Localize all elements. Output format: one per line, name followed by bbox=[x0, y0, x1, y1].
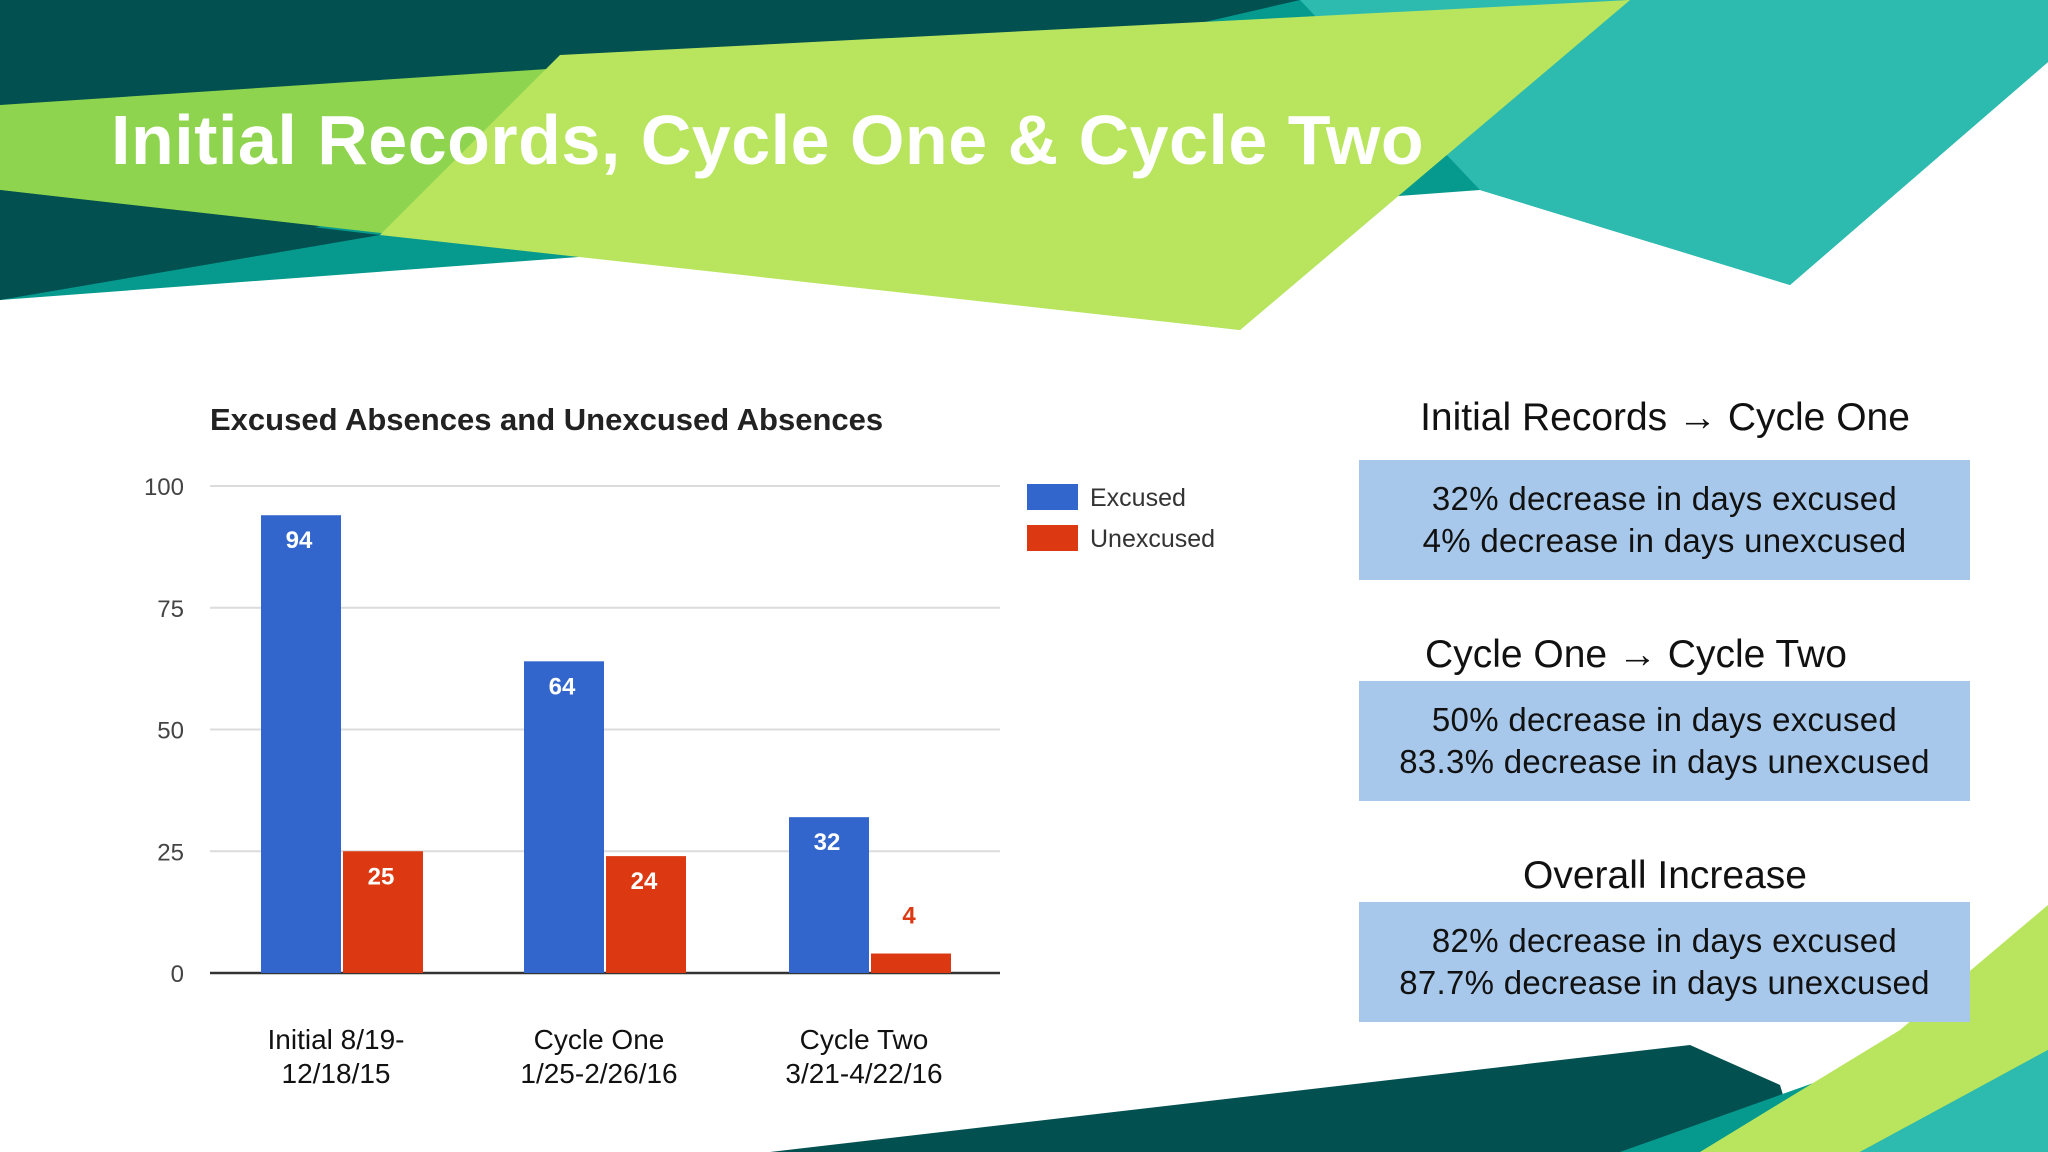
comparison-line: 32% decrease in days excused bbox=[1431, 480, 1898, 517]
y-tick-label: 75 bbox=[157, 596, 184, 623]
y-tick-label: 0 bbox=[171, 961, 184, 988]
comparison-box-overall: 82% decrease in days excused 87.7% decre… bbox=[1359, 902, 1970, 1022]
bottom-dark-teal-shape bbox=[770, 1045, 1800, 1152]
legend-label: Unexcused bbox=[1090, 525, 1215, 553]
comparison-line: 83.3% decrease in days unexcused bbox=[1399, 743, 1930, 780]
y-tick-label: 50 bbox=[157, 718, 184, 745]
y-tick-label: 100 bbox=[144, 474, 184, 501]
x-category-label: Initial 8/19- bbox=[268, 1024, 405, 1055]
slide-title: Initial Records, Cycle One & Cycle Two bbox=[111, 101, 1425, 179]
bar-excused bbox=[524, 661, 604, 973]
bottom-lime-shape bbox=[1700, 905, 2048, 1152]
bar-unexcused bbox=[871, 953, 951, 973]
data-label: 24 bbox=[631, 868, 658, 895]
top-dark-band-shape bbox=[0, 190, 380, 300]
data-label: 32 bbox=[814, 829, 841, 856]
x-category-label: 3/21-4/22/16 bbox=[785, 1058, 942, 1089]
data-label: 4 bbox=[902, 903, 916, 930]
data-label: 94 bbox=[286, 527, 313, 554]
legend-label: Excused bbox=[1090, 484, 1186, 512]
comparison-line: 87.7% decrease in days unexcused bbox=[1399, 964, 1930, 1001]
data-label: 64 bbox=[549, 673, 576, 700]
y-tick-label: 25 bbox=[157, 839, 184, 866]
bar-excused bbox=[261, 515, 341, 973]
comparison-heading-initial-to-cycle-one: Initial Records → Cycle One bbox=[1420, 396, 1910, 439]
x-category-label: Cycle One bbox=[534, 1024, 665, 1055]
comparison-heading-overall: Overall Increase bbox=[1523, 854, 1807, 897]
legend-swatch-unexcused bbox=[1027, 525, 1078, 551]
comparison-box-cycle-one-to-cycle-two: 50% decrease in days excused 83.3% decre… bbox=[1359, 681, 1970, 801]
x-category-label: 12/18/15 bbox=[282, 1058, 391, 1089]
legend-swatch-excused bbox=[1027, 484, 1078, 510]
x-category-label: Cycle Two bbox=[800, 1024, 929, 1055]
comparison-line: 4% decrease in days unexcused bbox=[1422, 522, 1907, 559]
chart-title: Excused Absences and Unexcused Absences bbox=[210, 402, 883, 437]
comparison-line: 82% decrease in days excused bbox=[1431, 922, 1898, 959]
bar-unexcused bbox=[343, 851, 423, 973]
comparison-line: 50% decrease in days excused bbox=[1431, 701, 1898, 738]
bar-chart: Excused Absences and Unexcused Absences 0… bbox=[144, 402, 1215, 1089]
bottom-teal-accent-shape bbox=[1860, 1050, 2048, 1152]
bar-excused bbox=[789, 817, 869, 973]
data-label: 25 bbox=[368, 863, 395, 890]
x-category-label: 1/25-2/26/16 bbox=[520, 1058, 677, 1089]
bar-unexcused bbox=[606, 856, 686, 973]
comparison-heading-cycle-one-to-cycle-two: Cycle One → Cycle Two bbox=[1425, 633, 1847, 676]
top-light-lime-shape bbox=[380, 0, 1630, 330]
comparison-box-initial-to-cycle-one: 32% decrease in days excused 4% decrease… bbox=[1359, 460, 1970, 580]
